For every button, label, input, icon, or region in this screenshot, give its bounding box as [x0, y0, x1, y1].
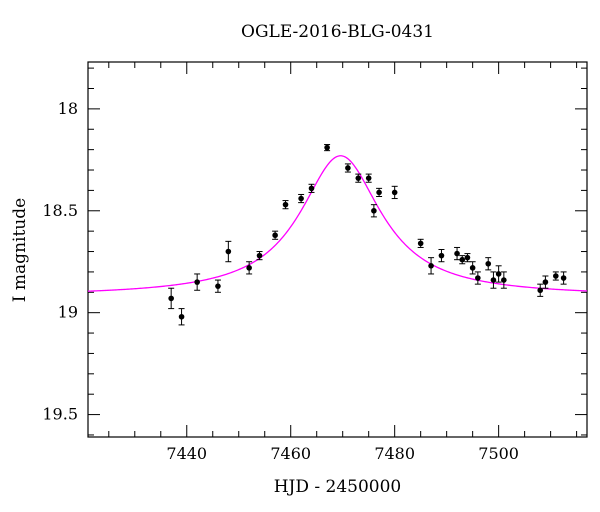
data-point: [454, 246, 461, 261]
data-point: [500, 271, 507, 289]
data-marker: [454, 250, 460, 257]
data-point: [438, 249, 445, 263]
data-marker: [178, 313, 185, 320]
data-point: [464, 253, 471, 263]
data-marker: [464, 254, 471, 261]
data-point: [560, 271, 567, 285]
data-marker: [298, 195, 304, 202]
data-point: [495, 265, 502, 283]
data-marker: [256, 252, 263, 259]
data-marker: [225, 248, 232, 255]
data-point: [459, 255, 466, 265]
data-marker: [391, 189, 398, 196]
data-marker: [371, 207, 377, 214]
x-tick-label: 7460: [270, 444, 311, 463]
data-marker: [469, 265, 476, 271]
data-point: [365, 173, 372, 183]
data-marker: [485, 260, 492, 267]
data-marker: [475, 275, 481, 281]
data-marker: [553, 273, 559, 279]
data-marker: [501, 277, 507, 283]
x-axis-label: HJD - 2450000: [273, 477, 402, 497]
data-marker: [428, 263, 434, 269]
data-marker: [417, 240, 424, 247]
y-tick-label: 18.5: [42, 201, 78, 220]
data-marker: [308, 185, 315, 192]
x-tick-label: 7500: [478, 444, 519, 463]
data-marker: [215, 283, 221, 289]
data-point: [355, 173, 362, 183]
data-point: [474, 271, 481, 285]
data-point: [178, 308, 185, 326]
data-marker: [560, 275, 567, 281]
data-point: [370, 204, 377, 218]
data-point: [376, 187, 383, 198]
data-marker: [376, 189, 382, 196]
data-marker: [490, 277, 497, 283]
data-point: [537, 283, 544, 297]
data-point: [417, 238, 424, 248]
axis-tick-labels: 7440 7460 7480 7500 18 18.5 19 19.5: [42, 99, 519, 463]
data-point: [272, 230, 279, 240]
data-point: [168, 287, 175, 310]
data-marker: [495, 271, 502, 277]
data-point: [324, 144, 331, 152]
data-marker: [459, 256, 466, 263]
data-point: [298, 193, 305, 204]
data-point: [194, 273, 201, 291]
data-marker: [282, 201, 289, 208]
data-point: [485, 257, 492, 271]
data-point: [344, 163, 351, 173]
data-marker: [537, 287, 544, 294]
data-marker: [542, 279, 549, 285]
x-tick-label: 7480: [374, 444, 415, 463]
chart-title: OGLE-2016-BLG-0431: [241, 22, 434, 42]
data-marker: [194, 279, 200, 285]
data-point: [225, 240, 232, 263]
data-marker: [246, 265, 252, 271]
data-point: [469, 261, 476, 275]
data-marker: [355, 175, 362, 181]
y-tick-label: 18: [58, 99, 78, 118]
data-marker: [324, 144, 330, 151]
y-tick-label: 19: [58, 303, 78, 322]
x-tick-label: 7440: [166, 444, 207, 463]
y-tick-label: 19.5: [42, 405, 78, 424]
data-point: [542, 275, 549, 289]
data-marker: [272, 232, 278, 239]
axis-ticks: [88, 62, 587, 437]
data-marker: [438, 252, 445, 259]
data-point: [552, 271, 559, 281]
data-point: [246, 261, 253, 275]
model-curve: [87, 155, 588, 292]
data-point: [391, 185, 398, 200]
data-marker: [168, 295, 174, 302]
data-point: [490, 271, 497, 289]
data-point: [308, 183, 315, 193]
data-point: [214, 279, 221, 293]
data-marker: [345, 165, 351, 171]
data-marker: [365, 175, 372, 181]
data-point: [256, 251, 263, 261]
data-point: [428, 257, 435, 275]
data-points: [168, 144, 567, 326]
data-point: [282, 200, 289, 210]
plot-frame: [87, 61, 588, 438]
